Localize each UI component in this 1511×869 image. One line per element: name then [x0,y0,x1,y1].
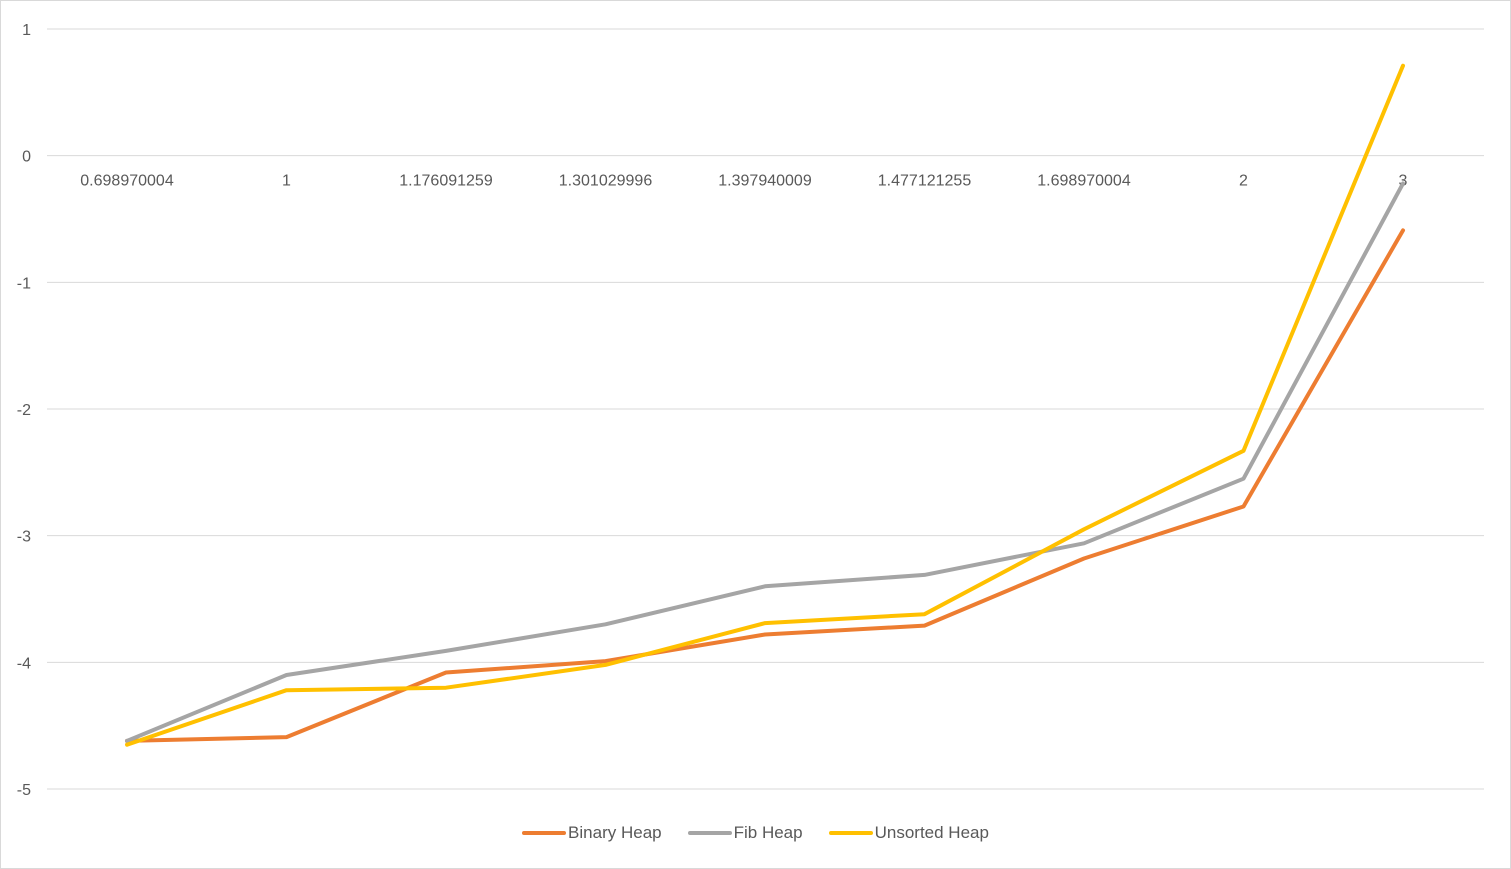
y-tick-label: -5 [17,782,31,799]
y-tick-label: -3 [17,529,31,546]
legend-item-fib-heap: Fib Heap [687,823,803,843]
legend-label-binary-heap: Binary Heap [568,823,662,842]
y-tick-label: 0 [22,149,31,166]
y-axis-labels: 1 0 -1 -2 -3 -4 -5 [17,22,31,799]
x-tick-label: 1.397940009 [718,173,812,190]
legend-label-unsorted-heap: Unsorted Heap [874,823,989,842]
y-tick-label: 1 [22,22,31,39]
legend-label-fib-heap: Fib Heap [733,823,803,842]
legend-item-binary-heap: Binary Heap [522,823,662,843]
y-tick-label: -4 [17,655,31,672]
y-tick-label: -1 [17,275,31,292]
legend-swatch-binary-heap [522,831,567,835]
legend-item-unsorted-heap: Unsorted Heap [828,823,989,843]
x-tick-label: 1.477121255 [878,173,972,190]
y-tick-label: -2 [17,402,31,419]
gridlines [47,28,1484,790]
x-axis-labels: 0.698970004 1 1.176091259 1.301029996 1.3979… [80,173,1407,190]
x-tick-label: 3 [1399,173,1408,190]
series-line-binary-heap [125,228,1405,743]
x-tick-label: 1.176091259 [399,173,493,190]
x-tick-label: 1.301029996 [559,173,653,190]
series-lines [125,63,1405,747]
series-line-unsorted-heap [125,63,1405,747]
x-tick-label: 1 [282,173,291,190]
series-line-fib-heap [125,181,1405,743]
x-tick-label: 1.698970004 [1037,173,1131,190]
x-tick-label: 2 [1239,173,1248,190]
legend-swatch-unsorted-heap [828,831,873,835]
x-tick-label: 0.698970004 [80,173,174,190]
legend: Binary Heap Fib Heap Unsorted Heap [1,823,1510,843]
legend-swatch-fib-heap [687,831,732,835]
